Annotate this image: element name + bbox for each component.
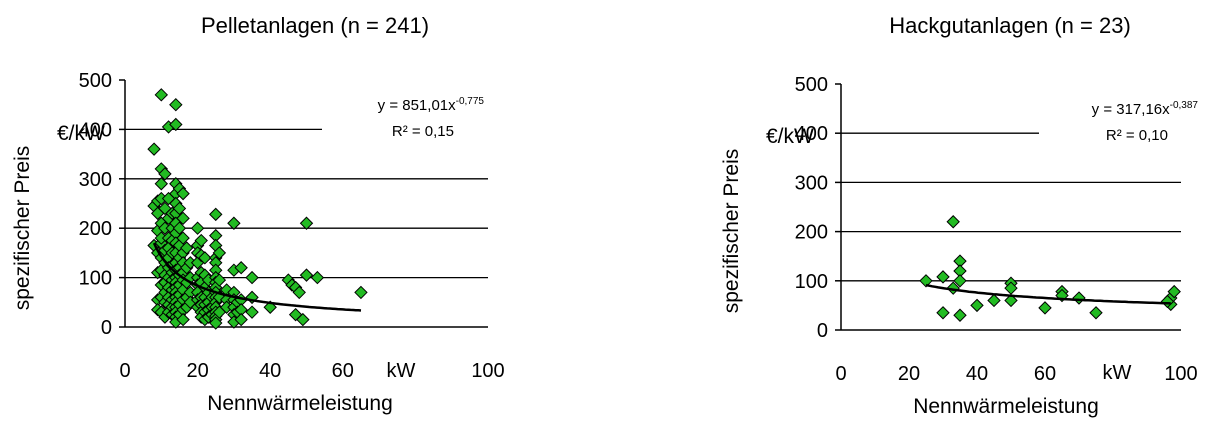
x-tick-labels: 0 20 40 60 100 [835, 363, 1197, 385]
x-tick-label: 100 [471, 360, 504, 382]
data-point [176, 211, 190, 226]
data-point [310, 270, 325, 285]
data-point [176, 312, 190, 327]
data-point [299, 216, 314, 230]
data-point [245, 305, 259, 319]
y-axis-label: spezifischer Preis [11, 146, 34, 311]
data-point [190, 221, 205, 235]
data-point [194, 233, 208, 248]
data-point [176, 186, 190, 201]
chart-title: Hackgutanlagen (n = 23) [889, 13, 1131, 38]
axes [835, 83, 1181, 331]
data-point [946, 215, 960, 229]
data-point [970, 298, 984, 313]
data-point [234, 261, 248, 275]
equation-box [322, 88, 494, 148]
x-axis-label: Nennwärmeleistung [913, 395, 1099, 418]
data-point [234, 312, 248, 327]
data-point [245, 270, 259, 285]
x-tick-label: 0 [119, 360, 130, 382]
x-unit-label: kW [1103, 362, 1132, 384]
x-tick-label: 20 [186, 360, 208, 382]
data-point [1167, 284, 1181, 299]
y-tick-label: 500 [795, 74, 828, 96]
data-point [180, 241, 194, 255]
data-point [1004, 293, 1018, 308]
data-point [158, 167, 172, 181]
data-point [209, 316, 223, 330]
y-tick-labels: 0 100 200 300 400 500 [79, 70, 112, 339]
equation-text: y = 851,01x-0,775 [378, 96, 485, 114]
data-point [147, 142, 161, 156]
data-point [299, 268, 314, 282]
x-tick-labels: 0 20 40 60 100 [119, 360, 504, 382]
data-point [154, 177, 169, 191]
data-point [987, 293, 1001, 308]
data-point [198, 251, 212, 265]
equation-box [1039, 92, 1211, 152]
data-point [1038, 301, 1052, 315]
data-point [936, 270, 950, 284]
y-tick-label: 400 [795, 123, 828, 145]
grid-lines [841, 132, 1181, 282]
data-point [1089, 306, 1103, 320]
r-squared-text: R² = 0,10 [1106, 127, 1168, 144]
equation-text: y = 317,16x-0,387 [1092, 100, 1199, 118]
data-point [296, 312, 310, 327]
data-point [953, 308, 967, 322]
trendline [925, 283, 1171, 305]
x-axis-label: Nennwärmeleistung [207, 392, 393, 415]
axes [119, 79, 488, 328]
data-point [1072, 291, 1086, 305]
x-tick-label: 0 [835, 363, 846, 385]
y-unit-label: €/kW [57, 122, 105, 145]
data-points [147, 88, 368, 330]
y-axis-label: spezifischer Preis [720, 149, 743, 314]
y-tick-label: 200 [79, 218, 112, 240]
data-point [209, 207, 223, 222]
data-point [212, 273, 227, 287]
chart-pelletanlagen: Pelletanlagen (n = 241) 0100200300400500… [11, 13, 505, 415]
y-tick-label: 300 [79, 169, 112, 191]
data-point [919, 274, 933, 288]
x-tick-label: 60 [1034, 363, 1056, 385]
data-point [172, 221, 187, 235]
x-tick-label: 40 [259, 360, 281, 382]
data-point [936, 306, 950, 320]
data-point [154, 88, 169, 102]
y-tick-label: 200 [795, 222, 828, 244]
data-point [212, 246, 227, 260]
data-point [354, 285, 368, 300]
data-point [172, 201, 187, 216]
data-point [953, 274, 967, 288]
data-point [292, 285, 306, 300]
y-tick-label: 400 [79, 119, 112, 141]
y-tick-label: 500 [79, 70, 112, 92]
chart-hackgutanlagen: Hackgutanlagen (n = 23) 0100200300400500… [720, 13, 1211, 418]
y-tick-labels: 0 100 200 300 400 500 [795, 74, 828, 342]
data-point [227, 216, 241, 230]
y-tick-label: 0 [101, 317, 112, 339]
y-tick-label: 100 [795, 271, 828, 293]
data-point [169, 117, 183, 132]
x-tick-label: 60 [332, 360, 354, 382]
x-unit-label: kW [387, 360, 416, 382]
y-unit-label: €/kW [766, 125, 814, 148]
chart-title: Pelletanlagen (n = 241) [201, 13, 429, 38]
y-tick-label: 0 [817, 320, 828, 342]
trendline [152, 242, 362, 312]
x-tick-label: 40 [966, 363, 988, 385]
y-tick-label: 300 [795, 172, 828, 194]
data-point [169, 97, 183, 112]
r-squared-text: R² = 0,15 [392, 123, 454, 140]
x-tick-label: 100 [1164, 363, 1197, 385]
y-tick-label: 100 [79, 268, 112, 290]
x-tick-label: 20 [898, 363, 920, 385]
data-point [176, 231, 190, 245]
